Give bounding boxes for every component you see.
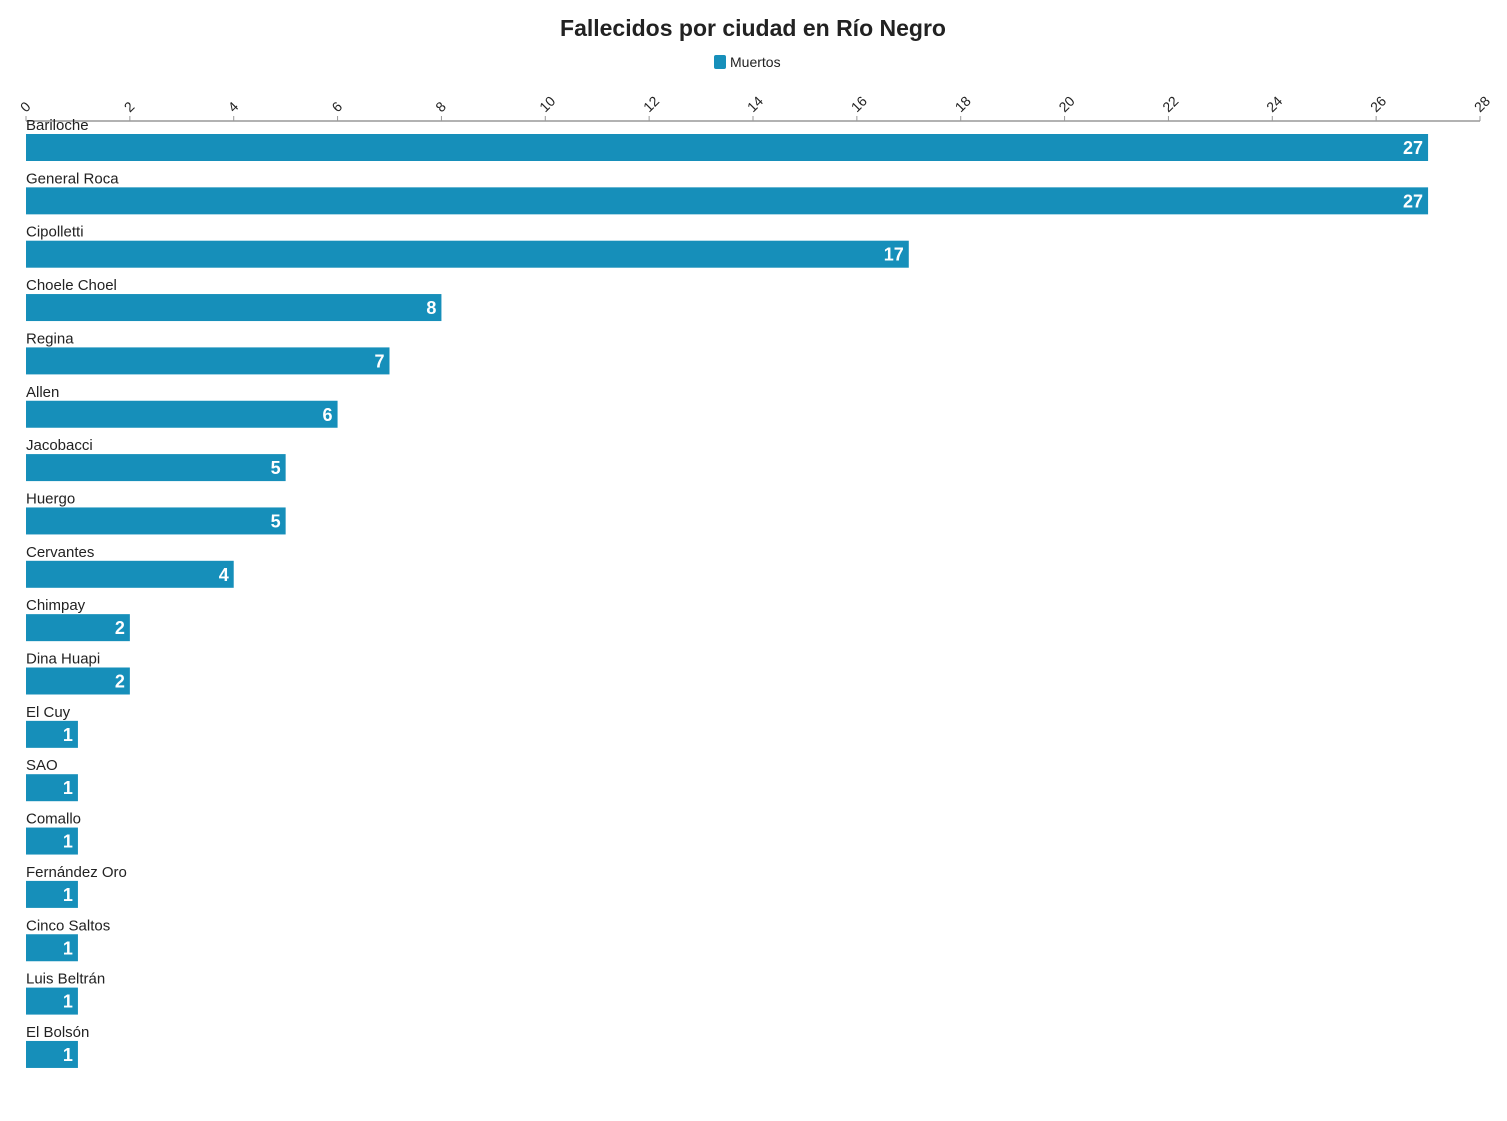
category-label: Cipolletti <box>26 224 84 241</box>
x-tick-label: 6 <box>328 98 345 115</box>
category-label: Dina Huapi <box>26 651 100 668</box>
x-tick-label: 4 <box>225 98 242 115</box>
bar <box>26 987 78 1015</box>
bar <box>26 294 442 322</box>
bar <box>26 667 130 695</box>
category-label: Jacobacci <box>26 437 93 454</box>
bar <box>26 134 1429 161</box>
data-label: 2 <box>115 672 125 692</box>
bar <box>26 720 78 748</box>
x-tick-label: 0 <box>17 98 34 115</box>
data-label: 1 <box>63 725 73 745</box>
category-label: Bariloche <box>26 117 89 134</box>
data-label: 27 <box>1403 191 1423 211</box>
data-label: 5 <box>271 511 281 531</box>
data-label: 2 <box>115 618 125 638</box>
data-label: 7 <box>374 351 384 371</box>
bar <box>26 187 1429 215</box>
x-tick-label: 28 <box>1471 93 1493 115</box>
x-tick-label: 18 <box>952 93 974 115</box>
bar <box>26 507 286 535</box>
x-tick-label: 26 <box>1367 93 1389 115</box>
bar <box>26 400 338 428</box>
category-label: El Bolsón <box>26 1024 89 1041</box>
x-tick-label: 22 <box>1159 93 1181 115</box>
bar <box>26 1040 78 1068</box>
data-label: 4 <box>219 565 229 585</box>
data-label: 5 <box>271 458 281 478</box>
x-tick-label: 20 <box>1055 93 1077 115</box>
data-label: 1 <box>63 1045 73 1065</box>
category-label: Cervantes <box>26 544 94 561</box>
category-label: Regina <box>26 330 74 347</box>
bar <box>26 240 909 268</box>
bar <box>26 454 286 482</box>
data-label: 1 <box>63 992 73 1012</box>
data-label: 1 <box>63 885 73 905</box>
category-label: Allen <box>26 384 59 401</box>
data-label: 1 <box>63 832 73 852</box>
data-label: 6 <box>323 405 333 425</box>
x-tick-label: 24 <box>1263 93 1285 115</box>
category-label: Huergo <box>26 490 75 507</box>
legend-swatch <box>714 55 726 69</box>
category-label: Cinco Saltos <box>26 917 110 934</box>
bar <box>26 560 234 588</box>
category-label: El Cuy <box>26 704 71 721</box>
x-tick-label: 10 <box>536 93 558 115</box>
x-tick-label: 8 <box>432 98 449 115</box>
bar <box>26 880 78 908</box>
data-label: 1 <box>63 778 73 798</box>
bar <box>26 347 390 375</box>
bar <box>26 934 78 962</box>
bar <box>26 774 78 802</box>
x-tick-label: 16 <box>848 93 870 115</box>
category-label: Choele Choel <box>26 277 117 294</box>
category-label: Luis Beltrán <box>26 971 105 988</box>
category-label: Comallo <box>26 811 81 828</box>
legend-label: Muertos <box>730 54 781 70</box>
data-label: 1 <box>63 938 73 958</box>
chart-title: Fallecidos por ciudad en Río Negro <box>560 15 946 41</box>
data-label: 8 <box>426 298 436 318</box>
x-tick-label: 12 <box>640 93 662 115</box>
category-label: Chimpay <box>26 597 86 614</box>
x-tick-label: 2 <box>121 98 138 115</box>
bar <box>26 614 130 642</box>
bar <box>26 827 78 855</box>
data-label: 27 <box>1403 138 1423 158</box>
data-label: 17 <box>884 245 904 265</box>
category-label: General Roca <box>26 170 119 187</box>
x-tick-label: 14 <box>744 93 766 115</box>
category-label: SAO <box>26 757 58 774</box>
category-label: Fernández Oro <box>26 864 127 881</box>
